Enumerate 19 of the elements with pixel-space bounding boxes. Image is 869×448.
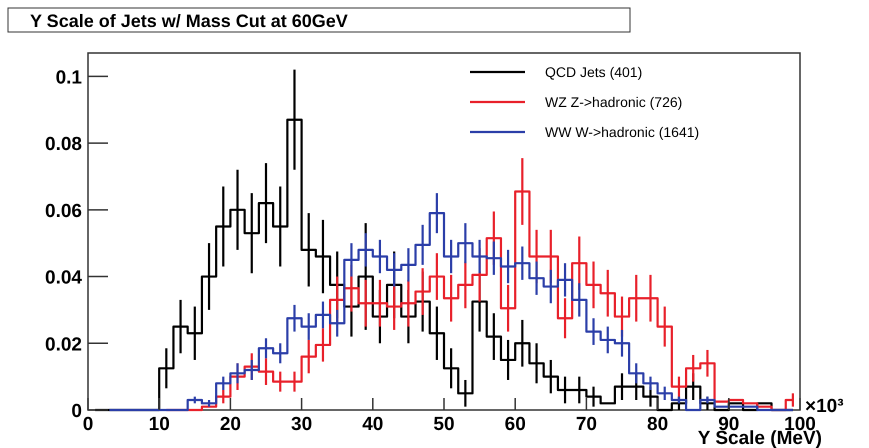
text: ×10³ — [805, 396, 844, 417]
y-tick-label: 0.08 — [45, 134, 82, 156]
y-tick-label: 0.06 — [45, 200, 82, 222]
legend-label: QCD Jets (401) — [545, 64, 642, 80]
legend-label: WW W->hadronic (1641) — [545, 124, 700, 140]
y-tick-label: 0.04 — [45, 268, 82, 289]
x-tick-label: 10 — [148, 414, 170, 435]
x-tick-label: 80 — [647, 414, 668, 435]
y-tick-label: 0.02 — [45, 334, 82, 356]
chart-title: Y Scale of Jets w/ Mass Cut at 60GeV — [30, 11, 348, 31]
x-tick-label: 60 — [504, 414, 526, 435]
y-tick-label: 0 — [71, 401, 82, 422]
legend-label: WZ Z->hadronic (726) — [545, 94, 682, 110]
x-tick-label: 20 — [220, 414, 241, 435]
x-tick-label: 70 — [576, 414, 597, 435]
y-tick-label: 0.1 — [56, 67, 82, 88]
x-tick-label: 50 — [433, 414, 455, 435]
x-tick-label: 40 — [362, 414, 384, 435]
x-tick-label: 30 — [291, 414, 312, 435]
